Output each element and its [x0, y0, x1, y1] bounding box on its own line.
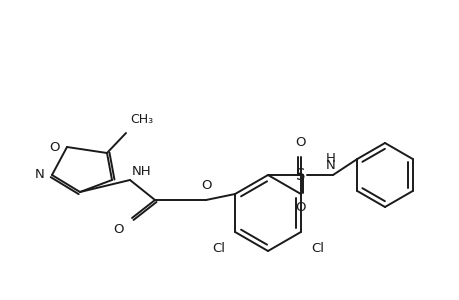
Text: O: O — [202, 179, 212, 192]
Text: CH₃: CH₃ — [130, 113, 153, 126]
Text: O: O — [113, 223, 124, 236]
Text: H: H — [325, 152, 335, 165]
Text: N: N — [35, 169, 45, 182]
Text: Cl: Cl — [310, 242, 323, 255]
Text: O: O — [50, 140, 60, 154]
Text: S: S — [296, 167, 305, 182]
Text: Cl: Cl — [212, 242, 224, 255]
Text: NH: NH — [132, 165, 151, 178]
Text: O: O — [295, 136, 306, 149]
Text: N: N — [325, 159, 335, 172]
Text: O: O — [295, 201, 306, 214]
